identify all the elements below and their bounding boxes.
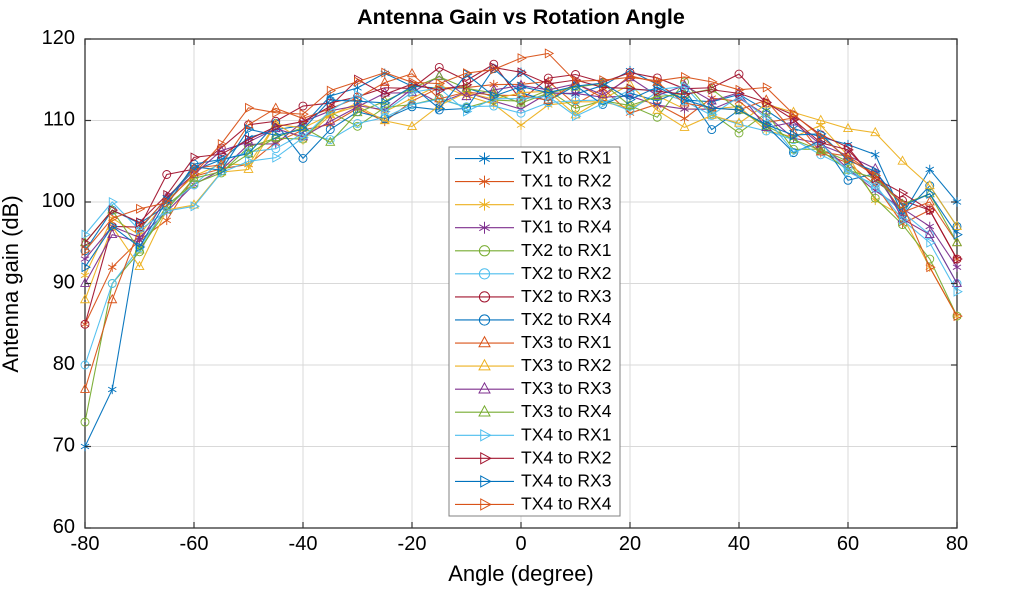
svg-text:TX1 to RX4: TX1 to RX4 xyxy=(521,217,612,237)
svg-text:TX4 to RX1: TX4 to RX1 xyxy=(521,424,611,444)
svg-text:TX3 to RX2: TX3 to RX2 xyxy=(521,355,611,375)
svg-text:TX1 to RX3: TX1 to RX3 xyxy=(521,194,611,214)
svg-text:TX1 to RX2: TX1 to RX2 xyxy=(521,171,611,191)
svg-text:80: 80 xyxy=(53,353,75,375)
svg-text:Antenna gain (dB): Antenna gain (dB) xyxy=(0,195,23,372)
svg-text:Antenna Gain vs Rotation Angle: Antenna Gain vs Rotation Angle xyxy=(357,5,685,29)
svg-text:-20: -20 xyxy=(398,533,427,555)
svg-text:TX2 to RX3: TX2 to RX3 xyxy=(521,286,611,306)
svg-text:60: 60 xyxy=(837,533,859,555)
svg-text:TX3 to RX3: TX3 to RX3 xyxy=(521,378,611,398)
svg-text:TX3 to RX4: TX3 to RX4 xyxy=(521,401,612,421)
svg-text:-60: -60 xyxy=(180,533,209,555)
svg-text:60: 60 xyxy=(53,516,75,538)
svg-text:100: 100 xyxy=(42,190,75,212)
svg-text:20: 20 xyxy=(619,533,641,555)
svg-text:TX2 to RX2: TX2 to RX2 xyxy=(521,263,611,283)
svg-text:70: 70 xyxy=(53,435,75,457)
svg-text:TX2 to RX4: TX2 to RX4 xyxy=(521,309,612,329)
svg-text:80: 80 xyxy=(946,533,968,555)
svg-text:TX2 to RX1: TX2 to RX1 xyxy=(521,240,611,260)
svg-text:0: 0 xyxy=(515,533,526,555)
svg-text:TX4 to RX2: TX4 to RX2 xyxy=(521,447,611,467)
svg-text:110: 110 xyxy=(43,109,75,131)
svg-text:TX1 to RX1: TX1 to RX1 xyxy=(521,148,611,168)
svg-text:90: 90 xyxy=(53,272,75,294)
svg-text:-40: -40 xyxy=(289,533,318,555)
svg-text:Angle (degree): Angle (degree) xyxy=(448,561,594,586)
svg-text:TX4 to RX4: TX4 to RX4 xyxy=(521,493,612,513)
svg-text:TX3 to RX1: TX3 to RX1 xyxy=(521,332,611,352)
svg-text:TX4 to RX3: TX4 to RX3 xyxy=(521,470,611,490)
svg-text:120: 120 xyxy=(42,27,75,49)
svg-text:40: 40 xyxy=(728,533,750,555)
